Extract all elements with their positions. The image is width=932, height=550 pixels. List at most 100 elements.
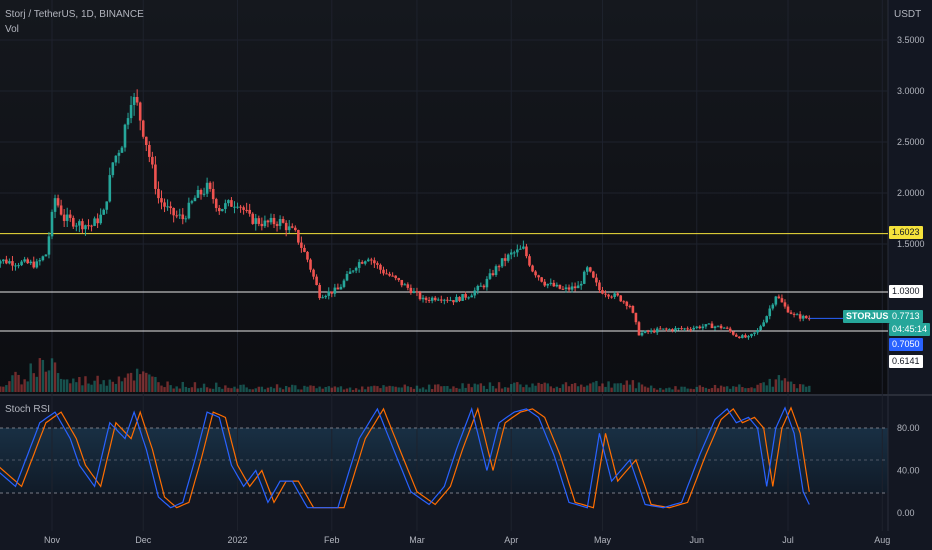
candle-body <box>589 267 592 272</box>
candle-body <box>747 336 750 338</box>
candle-body <box>512 252 516 254</box>
candle-body <box>607 294 610 297</box>
candle-body <box>175 215 178 217</box>
candle-body <box>342 280 346 287</box>
volume-bar <box>437 384 440 392</box>
candle-body <box>181 214 185 220</box>
volume-bar <box>123 377 127 392</box>
candle-body <box>56 198 60 206</box>
candle-body <box>278 219 282 226</box>
candle-body <box>528 256 531 266</box>
volume-bar <box>324 386 327 392</box>
candle-body <box>227 200 230 204</box>
candle-body <box>41 256 45 261</box>
candle-body <box>260 223 264 227</box>
candle-body <box>111 162 115 176</box>
candle-body <box>105 201 109 210</box>
volume-bar <box>105 385 108 392</box>
volume-bar <box>190 387 194 392</box>
candle-body <box>397 278 401 280</box>
candle-body <box>713 326 717 329</box>
candle-body <box>254 218 258 224</box>
volume-bar <box>245 387 248 392</box>
candle-body <box>619 295 623 302</box>
candle-body <box>738 336 741 339</box>
candle-body <box>497 266 501 268</box>
candle-body <box>503 258 507 261</box>
candle-body <box>655 328 659 333</box>
volume-bar <box>695 386 698 392</box>
candle-body <box>561 288 565 290</box>
candle-body <box>491 273 495 275</box>
candle-body <box>412 291 416 294</box>
candle-body <box>318 285 321 299</box>
volume-bar <box>348 387 352 392</box>
volume-bar <box>294 385 297 392</box>
candle-body <box>187 202 191 219</box>
candle-body <box>494 266 498 275</box>
volume-bar <box>756 384 759 392</box>
candle-body <box>506 254 510 261</box>
candle-body <box>321 297 324 299</box>
volume-bar <box>722 386 726 392</box>
volume-bar <box>339 386 343 392</box>
candle-body <box>281 219 285 223</box>
volume-bar <box>732 386 735 392</box>
volume-bar <box>704 387 708 392</box>
candle-body <box>65 214 69 221</box>
price-tick-label: 1.5000 <box>897 239 925 249</box>
volume-bar <box>482 385 486 392</box>
candle-body <box>470 295 474 298</box>
volume-bar <box>738 384 741 392</box>
candle-body <box>646 330 650 332</box>
volume-bar <box>780 380 784 392</box>
candle-body <box>479 285 483 287</box>
volume-bar <box>427 384 431 392</box>
volume-bar <box>181 381 184 392</box>
volume-bar <box>26 381 29 392</box>
candle-body <box>324 295 328 298</box>
candle-body <box>312 269 315 277</box>
level-tag-yellow: 1.6023 <box>889 226 923 239</box>
volume-bar <box>747 388 750 392</box>
volume-bar <box>93 380 96 392</box>
volume-bar <box>163 387 166 392</box>
candle-body <box>315 276 318 286</box>
candle-body <box>269 217 273 223</box>
volume-bar <box>771 386 774 392</box>
candle-body <box>522 246 525 249</box>
volume-bar <box>96 375 99 392</box>
countdown-tag: 04:45:14 <box>889 323 931 336</box>
candle-body <box>765 316 769 323</box>
candle-body <box>38 260 42 262</box>
candle-body <box>786 306 790 313</box>
volume-bar <box>99 384 102 392</box>
volume-bar <box>169 385 172 392</box>
candle-body <box>391 275 394 277</box>
volume-bar <box>643 386 647 392</box>
volume-bar <box>47 370 51 392</box>
candle-body <box>756 329 759 333</box>
volume-bar <box>367 386 370 392</box>
candle-body <box>81 221 84 230</box>
volume-bar <box>111 381 115 392</box>
candle-body <box>363 261 367 264</box>
candle-body <box>488 273 492 279</box>
candle-body <box>686 328 689 330</box>
volume-bar <box>555 386 559 392</box>
volume-bar <box>227 387 230 392</box>
candle-body <box>759 326 762 330</box>
candle-body <box>190 201 194 203</box>
candle-body <box>509 252 513 255</box>
volume-bar <box>233 386 236 392</box>
candle-body <box>570 286 574 290</box>
candle-body <box>658 328 662 330</box>
candle-body <box>783 302 787 307</box>
volume-bar <box>610 387 613 392</box>
candle-body <box>62 214 66 221</box>
candle-body <box>251 213 255 224</box>
candle-body <box>90 225 93 227</box>
candle-body <box>272 217 276 225</box>
candle-body <box>178 214 182 216</box>
